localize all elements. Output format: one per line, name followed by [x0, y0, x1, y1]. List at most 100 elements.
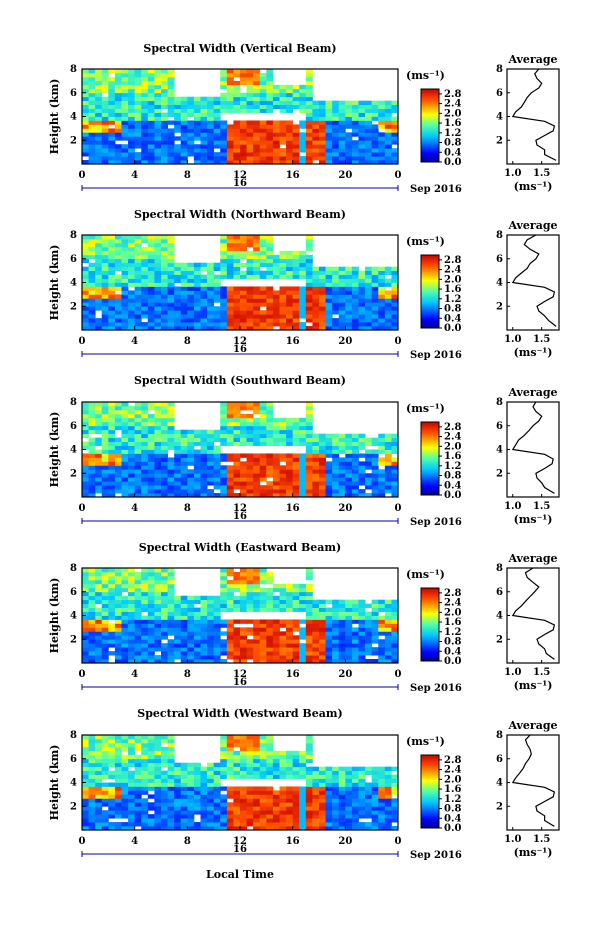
heatmap-cell [233, 814, 241, 819]
heatmap-cell [312, 116, 320, 121]
heatmap-cell [240, 290, 247, 295]
heatmap-cell [174, 294, 182, 299]
heatmap-cell [141, 235, 149, 240]
heatmap-cell [246, 258, 254, 264]
heatmap-cell [128, 120, 136, 125]
heatmap-cell [240, 120, 247, 125]
heatmap-cell [226, 457, 234, 462]
heatmap-cell [180, 433, 188, 439]
heatmap-cell [286, 822, 294, 827]
heatmap-cell [101, 96, 109, 102]
heatmap-cell [351, 290, 359, 295]
heatmap-cell [299, 826, 307, 831]
heatmap-cell [88, 104, 96, 109]
heatmap-cell [167, 651, 175, 656]
heatmap-cell [213, 774, 221, 779]
heatmap-cell [358, 770, 366, 775]
heatmap-cell [325, 298, 333, 303]
heatmap-cell [95, 76, 103, 82]
heatmap-cell [161, 310, 168, 315]
heatmap-cell [95, 643, 103, 648]
heatmap-cell [134, 128, 142, 133]
heatmap-cell [147, 770, 155, 775]
heatmap-cell [167, 754, 175, 760]
heatmap-cell [384, 314, 392, 319]
heatmap-cell [351, 489, 359, 494]
heatmap-cell [365, 782, 373, 787]
heatmap-cell [233, 750, 241, 756]
heatmap-cell [279, 647, 287, 652]
heatmap-cell [134, 754, 142, 760]
heatmap-cell [226, 128, 234, 133]
heatmap-cell [114, 826, 122, 831]
heatmap-cell [312, 794, 320, 799]
heatmap-cell [114, 80, 122, 86]
heatmap-cell [358, 112, 366, 117]
heatmap-cell [147, 417, 155, 423]
heatmap-cell [365, 826, 373, 831]
heatmap-cell [226, 132, 234, 137]
heatmap-cell [200, 607, 208, 612]
heatmap-cell [279, 469, 287, 474]
heatmap-cell [154, 437, 162, 442]
heatmap-cell [371, 322, 379, 327]
heatmap-cell [338, 441, 346, 446]
heatmap-cell [279, 754, 287, 760]
heatmap-cell [371, 116, 379, 121]
heatmap-cell [213, 635, 221, 640]
heatmap-cell [141, 322, 149, 327]
colorbar-tick-label: 1.6 [444, 284, 461, 295]
heatmap-cell [345, 433, 353, 439]
heatmap-cell [246, 322, 254, 327]
heatmap-cell [319, 441, 326, 446]
heatmap-cell [358, 619, 366, 624]
heatmap-cell [332, 822, 340, 827]
heatmap-cell [134, 306, 142, 311]
heatmap-cell [180, 489, 188, 494]
heatmap-cell [279, 250, 287, 256]
heatmap-cell [253, 655, 261, 660]
profile-x-tick-label: 1.5 [533, 501, 550, 512]
heatmap-cell [259, 160, 267, 165]
heatmap-cell [134, 413, 142, 419]
heatmap-cell [154, 643, 162, 648]
heatmap-cell [253, 627, 261, 632]
heatmap-cell [207, 639, 215, 644]
heatmap-cell [259, 156, 267, 161]
heatmap-cell [220, 758, 228, 764]
heatmap-cell [253, 473, 261, 478]
heatmap-cell [193, 266, 201, 272]
heatmap-cell [266, 286, 274, 291]
heatmap-cell [325, 639, 333, 644]
heatmap-cell [286, 136, 294, 141]
heatmap-cell [147, 92, 155, 98]
heatmap-cell [384, 152, 392, 157]
heatmap-cell [200, 647, 208, 652]
heatmap-cell [319, 469, 326, 474]
heatmap-cell [147, 587, 155, 593]
heatmap-cell [147, 144, 155, 149]
heatmap-cell [338, 770, 346, 775]
heatmap-cell [108, 152, 116, 157]
heatmap-cell [299, 631, 307, 636]
heatmap-cell [180, 282, 188, 287]
heatmap-cell [233, 469, 241, 474]
heatmap-cell [299, 489, 307, 494]
heatmap-cell [88, 790, 96, 795]
heatmap-cell [167, 262, 175, 268]
heatmap-cell [82, 306, 89, 311]
heatmap-cell [154, 806, 162, 811]
heatmap-cell [101, 453, 109, 458]
heatmap-cell [259, 461, 267, 466]
heatmap-cell [266, 242, 274, 248]
heatmap-cell [200, 786, 208, 791]
heatmap-cell [147, 160, 155, 165]
heatmap-cell [220, 270, 228, 275]
heatmap-cell [325, 485, 333, 490]
heatmap-cell [299, 132, 307, 137]
heatmap-cell [114, 278, 122, 283]
heatmap-cell [147, 814, 155, 819]
heatmap-cell [141, 591, 149, 597]
heatmap-cell [141, 116, 149, 121]
heatmap-cell [114, 132, 122, 137]
